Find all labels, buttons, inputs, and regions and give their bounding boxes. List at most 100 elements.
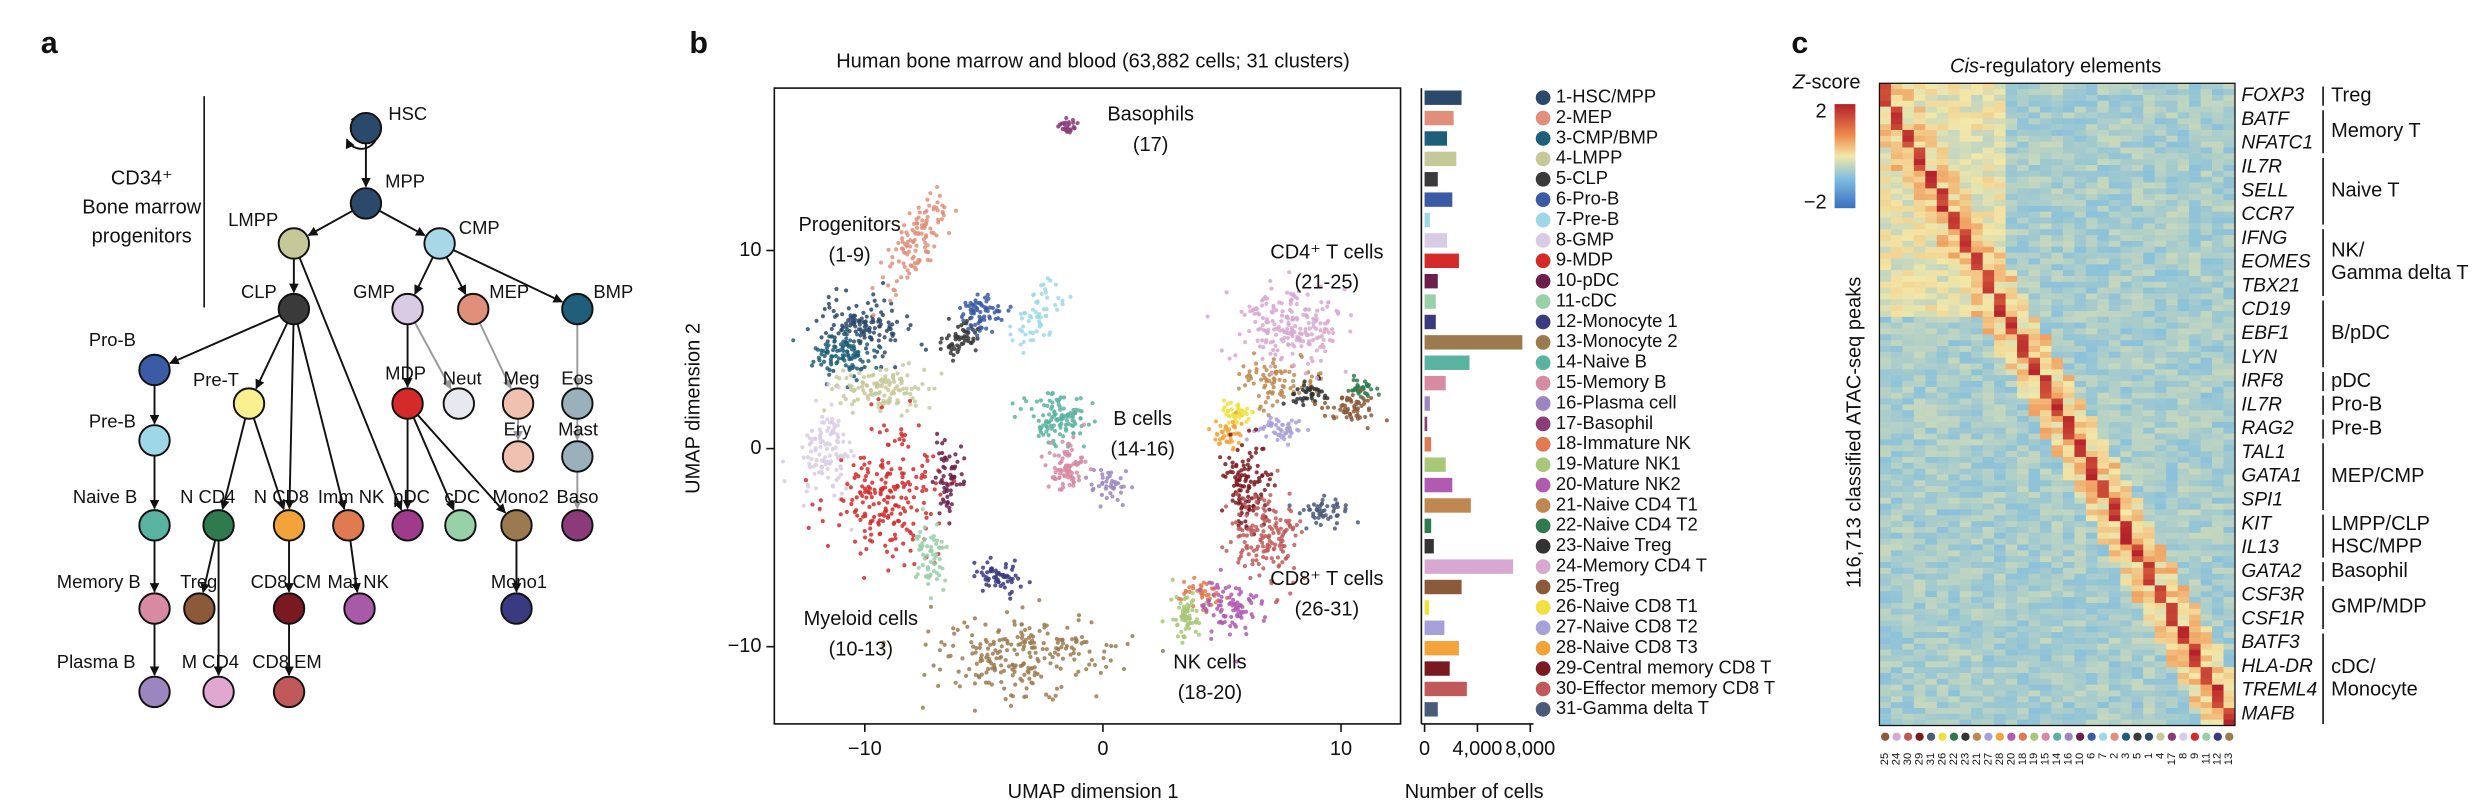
heatmap-cell (1959, 141, 1972, 148)
umap-point (840, 356, 845, 361)
heatmap-cell (2154, 235, 2167, 242)
heatmap-cell (1948, 357, 1961, 365)
heatmap-cell (1971, 229, 1984, 236)
umap-point (1281, 401, 1286, 406)
umap-point (852, 398, 857, 404)
heatmap-cell (2062, 159, 2075, 166)
legend-label: 29-Central memory CD8 T (1556, 656, 1771, 677)
heatmap-cell (2040, 153, 2052, 160)
legend-label: 12-Monocyte 1 (1556, 310, 1678, 331)
edge (416, 414, 506, 514)
umap-point (929, 230, 934, 235)
umap-point (1057, 397, 1062, 402)
heatmap-cell (2131, 293, 2144, 300)
umap-point (851, 318, 856, 323)
umap-point (1228, 436, 1233, 441)
heatmap-cell (2074, 258, 2087, 265)
heatmap-cell (2223, 159, 2236, 166)
heatmap-cell (1913, 112, 1926, 119)
heatmap-cell (2074, 223, 2087, 230)
heatmap-cell (2085, 270, 2098, 277)
umap-point (938, 340, 943, 345)
heatmap-cell (2074, 305, 2087, 312)
heatmap-cell (1925, 112, 1938, 119)
umap-point (1041, 333, 1046, 338)
heatmap-cell (1902, 147, 1915, 154)
heatmap-cell (2166, 118, 2179, 125)
heatmap-cell (2017, 287, 2030, 294)
heatmap-cell (2177, 398, 2190, 405)
heatmap-cell (1890, 194, 1903, 201)
heatmap-cell (2223, 170, 2236, 178)
heatmap-cell (2200, 246, 2213, 254)
heatmap-cell (1994, 124, 2007, 131)
umap-point (1175, 623, 1180, 628)
heatmap-cell (1982, 159, 1995, 166)
heatmap-cell (1925, 275, 1938, 283)
heatmap-cell (1879, 293, 1892, 300)
heatmap-cell (2223, 439, 2236, 446)
umap-point (972, 681, 978, 686)
heatmap-cell (2085, 287, 2098, 294)
umap-point (1288, 301, 1293, 307)
heatmap-cell (2108, 211, 2121, 219)
heatmap-cell (1959, 346, 1972, 353)
heatmap-cell (2143, 433, 2156, 440)
umap-point (1039, 283, 1044, 288)
umap-point (907, 211, 912, 216)
heatmap-cell (1948, 124, 1961, 131)
heatmap-cell (2040, 445, 2052, 452)
heatmap-cell (2212, 340, 2224, 347)
heatmap-cell (2005, 94, 2018, 102)
umap-point (1081, 444, 1086, 449)
umap-point (969, 315, 974, 320)
heatmap-cell (2040, 165, 2052, 172)
umap-point (1062, 395, 1067, 400)
heatmap-cell (2131, 141, 2144, 148)
umap-point (826, 294, 831, 300)
heatmap-cell (2085, 310, 2098, 318)
umap-point (890, 507, 895, 512)
heatmap-cell (2040, 334, 2052, 341)
umap-point (877, 532, 882, 537)
heatmap-cell (2108, 375, 2121, 382)
umap-point (849, 356, 854, 361)
heatmap-cell (2143, 252, 2156, 259)
umap-point (966, 326, 971, 331)
heatmap-cell (2005, 106, 2018, 113)
heatmap-cell (1936, 363, 1949, 370)
heatmap-cell (2005, 129, 2018, 137)
umap-point (857, 322, 862, 327)
heatmap-cell (2120, 305, 2133, 312)
heatmap-cell (2108, 100, 2121, 108)
umap-point (1043, 290, 1048, 295)
heatmap-cell (2085, 118, 2098, 125)
heatmap-cell (2051, 252, 2064, 259)
umap-point (977, 645, 982, 650)
heatmap-cell (2166, 346, 2179, 353)
heatmap-cell (1879, 305, 1892, 312)
heatmap-cell (2189, 235, 2202, 242)
heatmap-cell (2028, 328, 2041, 335)
heatmap-cell (1994, 211, 2007, 219)
umap-point (1309, 355, 1314, 361)
heatmap-cell (2200, 334, 2213, 341)
umap-point (1201, 580, 1206, 585)
umap-point (1326, 300, 1331, 305)
bar-x-tick-label: 0 (1419, 738, 1430, 760)
heatmap-cell (1902, 305, 1915, 312)
heatmap-cell (1959, 205, 1972, 213)
heatmap-cell (2097, 363, 2110, 370)
umap-point (1230, 620, 1235, 625)
umap-point (1299, 529, 1304, 535)
title-part: Cis (1950, 56, 1979, 78)
heatmap-cell (2040, 83, 2052, 90)
umap-point (910, 537, 915, 542)
umap-point (901, 541, 906, 546)
legend-label: 19-Mature NK1 (1556, 453, 1681, 474)
umap-point (883, 385, 888, 390)
umap-point (1055, 416, 1060, 422)
umap-point (1088, 467, 1093, 472)
umap-point (1058, 666, 1063, 671)
umap-point (924, 487, 929, 493)
